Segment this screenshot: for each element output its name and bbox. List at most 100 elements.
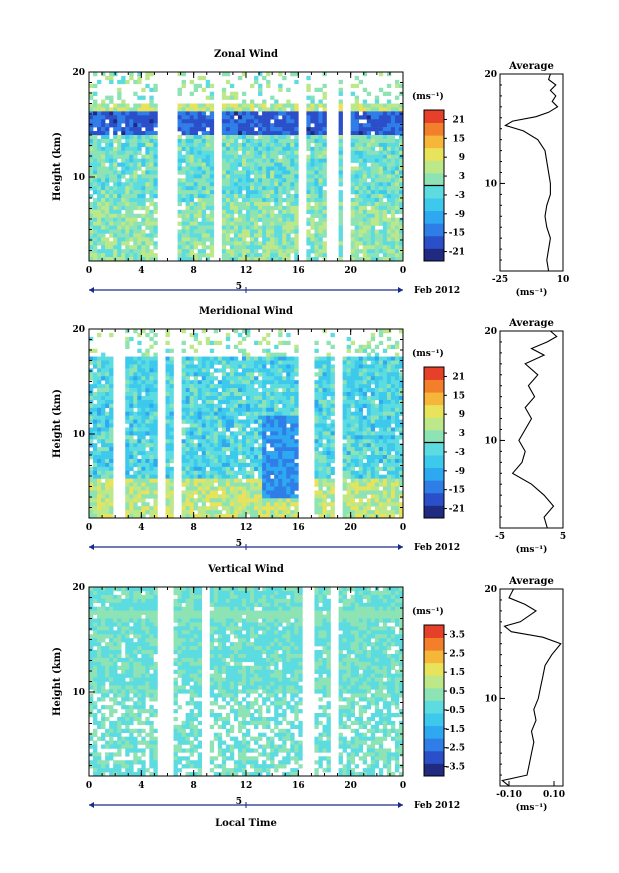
heatmap-cell	[189, 427, 194, 432]
heatmap-cell	[241, 182, 247, 187]
heatmap-cell	[97, 131, 102, 136]
heatmap-cell	[193, 213, 198, 218]
heatmap-cell	[145, 119, 150, 124]
heatmap-cell	[205, 115, 211, 120]
heatmap-cell	[181, 79, 186, 85]
heatmap-cell	[270, 150, 275, 155]
heatmap-cell	[101, 190, 106, 195]
heatmap-cell	[205, 253, 211, 258]
heatmap-cell	[342, 455, 347, 460]
heatmap-cell	[145, 182, 150, 187]
heatmap-cell	[306, 95, 311, 100]
heatmap-cell	[241, 447, 247, 452]
heatmap-cell	[254, 478, 259, 483]
heatmap-cell	[374, 95, 380, 100]
heatmap-cell	[274, 138, 279, 144]
heatmap-cell	[149, 435, 154, 440]
heatmap-cell	[314, 198, 319, 203]
heatmap-cell	[185, 498, 190, 503]
heatmap-cell	[105, 478, 110, 483]
heatmap-cell	[237, 494, 243, 499]
heatmap-cell	[201, 119, 207, 124]
heatmap-cell	[390, 245, 396, 250]
heatmap-cell	[286, 142, 291, 148]
heatmap-cell	[89, 103, 94, 108]
heatmap-cell	[153, 166, 158, 171]
heatmap-cell	[382, 229, 388, 234]
heatmap-cell	[290, 182, 295, 187]
heatmap-cell	[266, 482, 271, 487]
heatmap-cell	[274, 201, 279, 207]
heatmap-cell	[282, 340, 287, 346]
heatmap-cell	[286, 403, 291, 409]
heatmap-cell	[189, 451, 194, 456]
heatmap-cell	[205, 174, 211, 179]
heatmap-cell	[266, 376, 271, 381]
heatmap-cell	[286, 419, 291, 424]
heatmap-cell	[246, 384, 251, 389]
heatmap-cell	[137, 158, 142, 163]
heatmap-cell	[278, 514, 283, 519]
heatmap-cell	[129, 174, 134, 179]
heatmap-cell	[254, 115, 259, 120]
heatmap-cell	[286, 439, 291, 444]
heatmap-cell	[250, 257, 255, 262]
heatmap-cell	[350, 506, 355, 511]
heatmap-cell	[266, 170, 271, 175]
heatmap-cell	[205, 336, 211, 342]
heatmap-cell	[354, 443, 360, 448]
heatmap-cell	[250, 166, 255, 171]
heatmap-cell	[89, 249, 94, 254]
heatmap-cell	[221, 466, 227, 472]
heatmap-cell	[237, 490, 243, 495]
heatmap-cell	[133, 103, 138, 108]
heatmap-cell	[330, 478, 335, 483]
heatmap-cell	[109, 154, 114, 159]
heatmap-cell	[209, 237, 215, 242]
heatmap-cell	[93, 174, 98, 179]
heatmap-cell	[97, 194, 102, 199]
heatmap-cell	[286, 166, 291, 171]
heatmap-cell	[221, 103, 227, 108]
heatmap-cell	[338, 198, 343, 203]
heatmap-cell	[181, 237, 186, 242]
heatmap-cell	[89, 83, 94, 89]
heatmap-cell	[350, 431, 355, 436]
heatmap-cell	[241, 162, 247, 167]
heatmap-cell	[197, 340, 203, 346]
heatmap-cell	[290, 470, 295, 475]
heatmap-cell	[229, 462, 235, 468]
heatmap-cell	[294, 198, 299, 203]
heatmap-cell	[209, 127, 215, 132]
heatmap-cell	[258, 427, 263, 432]
heatmap-cell	[326, 474, 331, 479]
heatmap-cell	[246, 423, 251, 428]
heatmap-cell	[370, 198, 376, 203]
heatmap-cell	[266, 154, 271, 159]
heatmap-cell	[362, 201, 368, 207]
heatmap-cell	[237, 376, 243, 381]
heatmap-cell	[93, 419, 98, 424]
heatmap-cell	[274, 431, 279, 436]
heatmap-cell	[382, 174, 388, 179]
heatmap-cell	[330, 344, 335, 349]
heatmap-cell	[201, 107, 207, 112]
heatmap-cell	[177, 201, 182, 207]
heatmap-cell	[141, 217, 146, 222]
heatmap-cell	[322, 411, 327, 416]
heatmap-cell	[326, 447, 331, 452]
heatmap-cell	[193, 166, 198, 171]
heatmap-cell	[197, 474, 203, 479]
heatmap-cell	[141, 384, 146, 389]
heatmap-cell	[266, 399, 271, 405]
heatmap-cell	[270, 174, 275, 179]
heatmap-cell	[386, 174, 392, 179]
heatmap-cell	[149, 182, 154, 187]
heatmap-cell	[225, 462, 231, 468]
heatmap-cell	[133, 154, 138, 159]
heatmap-cell	[250, 470, 255, 475]
heatmap-cell	[97, 190, 102, 195]
heatmap-cell	[318, 135, 323, 140]
heatmap-cell	[286, 455, 291, 460]
heatmap-cell	[137, 245, 142, 250]
